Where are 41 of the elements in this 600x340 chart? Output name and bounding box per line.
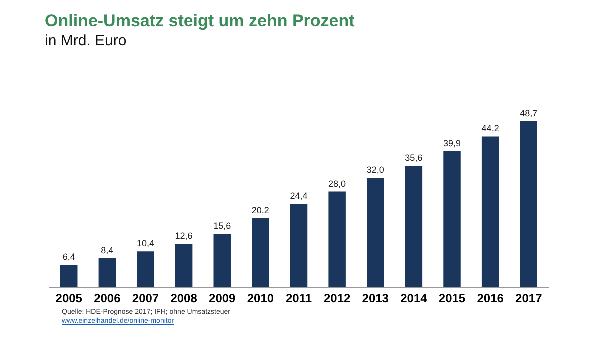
data-label: 35,6 [405, 152, 423, 163]
data-label: 12,6 [175, 231, 193, 242]
bar [444, 151, 461, 287]
x-tick-label: 2006 [94, 292, 122, 306]
x-tick-label: 2008 [170, 292, 198, 306]
x-tick-label: 2007 [132, 292, 160, 306]
x-tick-label: 2005 [56, 292, 83, 306]
data-label: 48,7 [520, 108, 538, 118]
bar [137, 252, 154, 287]
bar [175, 244, 193, 287]
x-tick-label: 2017 [516, 292, 543, 306]
data-label: 6,4 [62, 252, 76, 262]
bar [214, 234, 231, 287]
data-label: 8,4 [101, 245, 114, 256]
data-label: 39,9 [443, 138, 462, 148]
x-tick-label: 2009 [209, 292, 236, 306]
bar [328, 192, 346, 287]
bar [98, 258, 116, 287]
data-label: 28,0 [328, 178, 346, 189]
x-tick-label: 2016 [477, 292, 504, 306]
data-label: 10,4 [136, 238, 155, 249]
chart-subtitle: in Mrd. Euro [45, 32, 127, 50]
x-tick-label: 2014 [400, 292, 428, 306]
data-label: 32,0 [366, 165, 384, 176]
data-label: 15,6 [214, 220, 232, 231]
data-label: 24,4 [290, 191, 308, 202]
bar [290, 204, 308, 287]
bar [60, 265, 78, 287]
x-tick-label: 2012 [324, 292, 351, 306]
bar [482, 136, 500, 287]
chart-title: Online-Umsatz steigt um zehn Prozent [45, 11, 356, 30]
bar [520, 121, 538, 287]
x-tick-label: 2013 [362, 292, 390, 306]
data-label: 20,2 [252, 205, 270, 216]
bar [405, 166, 423, 287]
x-tick-label: 2015 [438, 292, 466, 306]
data-label: 44,2 [482, 124, 500, 134]
x-tick-label: 2011 [286, 292, 312, 306]
x-tick-label: 2010 [247, 292, 274, 306]
bar [252, 218, 270, 287]
bar [367, 178, 384, 287]
